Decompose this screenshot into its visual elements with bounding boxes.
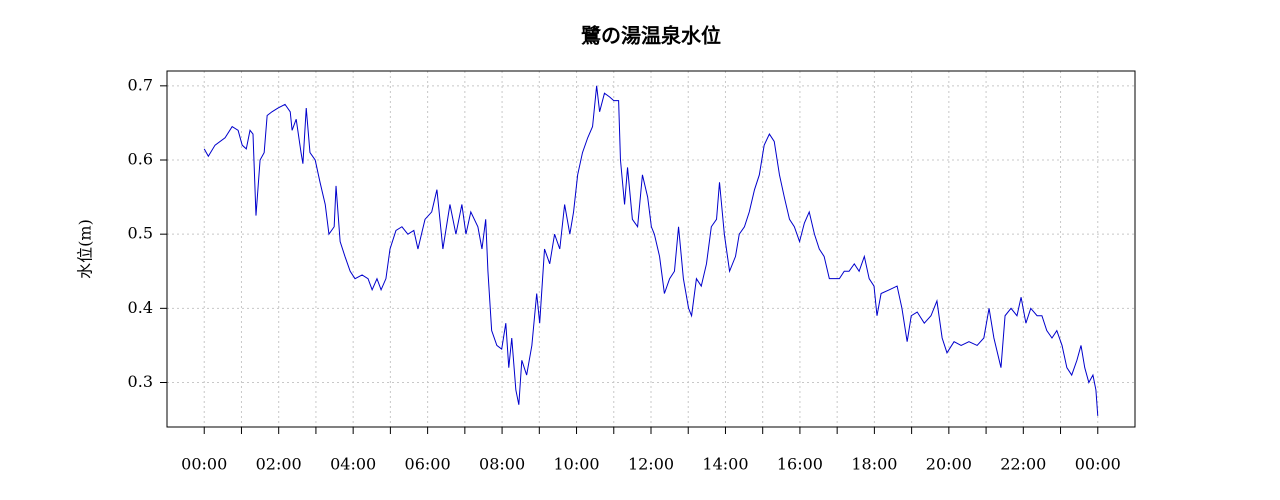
x-tick-label: 02:00: [256, 455, 302, 474]
y-tick-label: 0.5: [128, 224, 153, 243]
y-axis-label: 水位(m): [76, 219, 95, 279]
plot-frame: [166, 70, 1136, 428]
x-tick-label: 22:00: [1000, 455, 1046, 474]
x-tick-label: 12:00: [628, 455, 674, 474]
x-tick-label: 14:00: [702, 455, 748, 474]
data-line: [203, 85, 1099, 416]
x-tick-label: 00:00: [181, 455, 227, 474]
y-tick-label: 0.4: [128, 298, 153, 317]
x-tick-label: 04:00: [330, 455, 376, 474]
y-tick-label: 0.7: [128, 75, 153, 94]
x-tick-label: 00:00: [1075, 455, 1121, 474]
x-tick-label: 20:00: [926, 455, 972, 474]
x-tick-label: 18:00: [851, 455, 897, 474]
x-tick-label: 10:00: [553, 455, 599, 474]
chart-title: 鷺の湯温泉水位: [581, 24, 721, 48]
y-tick-label: 0.3: [128, 372, 153, 391]
x-tick-label: 08:00: [479, 455, 525, 474]
y-tick-label: 0.6: [128, 150, 153, 169]
x-tick-label: 06:00: [405, 455, 451, 474]
x-tick-label: 16:00: [777, 455, 823, 474]
